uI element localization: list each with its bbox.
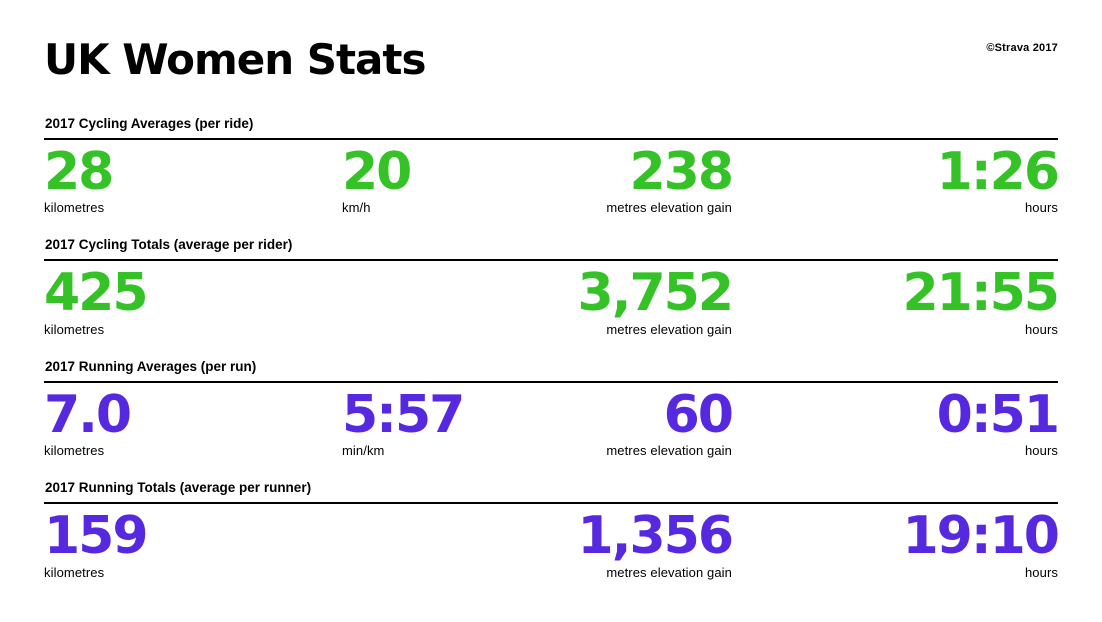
section-divider — [44, 138, 1058, 141]
stat-cell: 21:55 hours — [732, 263, 1060, 337]
stat-value: 21:55 — [902, 263, 1060, 324]
stat-label: metres elevation gain — [606, 443, 732, 459]
stat-cell: 60 metres elevation gain — [542, 384, 734, 459]
stat-value: 5:57 — [342, 384, 465, 445]
stat-value: 28 — [44, 142, 114, 203]
stat-label: kilometres — [44, 321, 105, 337]
stat-cell: 28 kilometres — [44, 142, 342, 216]
stat-value: 7.0 — [44, 384, 132, 445]
stat-value: 19:10 — [902, 506, 1060, 567]
stats-section: 2017 Cycling Totals (average per rider) … — [44, 237, 1060, 337]
stat-grid: 425 kilometres 3,752 metres elevation gain 2… — [44, 261, 1060, 337]
stat-cell: 238 metres elevation gain — [542, 142, 734, 216]
stats-sections: 2017 Cycling Averages (per ride) 28 kilom… — [44, 116, 1060, 580]
section-header: 2017 Cycling Totals (average per rider) — [45, 237, 293, 253]
stat-cell: 425 kilometres — [44, 263, 342, 337]
stat-label: hours — [1024, 443, 1058, 459]
stat-grid: 159 kilometres 1,356 metres elevation gain 1… — [44, 504, 1060, 580]
stat-cell: 3,752 metres elevation gain — [542, 263, 734, 337]
stat-label: hours — [1024, 321, 1058, 337]
stat-label: kilometres — [44, 564, 105, 580]
stat-value: 159 — [44, 506, 149, 567]
strava-credit: ©Strava 2017 — [986, 42, 1058, 54]
stat-label: metres elevation gain — [606, 564, 732, 580]
stats-section: 2017 Running Averages (per run) 7.0 kilom… — [44, 358, 1060, 459]
stat-grid: 28 kilometres 20 km/h 238 metres elevation ga… — [44, 140, 1060, 216]
section-header: 2017 Cycling Averages (per ride) — [45, 116, 254, 132]
stat-label: kilometres — [44, 200, 105, 216]
stat-label: km/h — [342, 200, 371, 216]
stat-cell — [342, 512, 542, 522]
stat-cell: 0:51 hours — [732, 384, 1060, 459]
stat-label: hours — [1024, 564, 1058, 580]
stat-value: 1:26 — [936, 142, 1060, 203]
stat-cell: 20 km/h — [342, 142, 542, 216]
stat-cell: 1,356 metres elevation gain — [542, 506, 734, 580]
stat-label: hours — [1024, 200, 1058, 216]
section-header: 2017 Running Totals (average per runner) — [45, 480, 312, 496]
section-divider — [44, 259, 1058, 262]
stat-cell: 7.0 kilometres — [44, 384, 342, 459]
stat-value: 0:51 — [936, 384, 1060, 445]
stat-value: 20 — [342, 142, 412, 203]
stat-label: min/km — [342, 443, 385, 459]
stat-cell — [342, 269, 542, 279]
stat-value: 3,752 — [577, 263, 734, 324]
section-divider — [44, 502, 1058, 505]
section-divider — [44, 380, 1058, 383]
stat-label: metres elevation gain — [606, 200, 732, 216]
stat-grid: 7.0 kilometres 5:57 min/km 60 metres elevatio… — [44, 383, 1060, 459]
stat-cell: 19:10 hours — [732, 506, 1060, 580]
stats-section: 2017 Cycling Averages (per ride) 28 kilom… — [44, 116, 1060, 216]
section-header: 2017 Running Averages (per run) — [45, 358, 257, 374]
stat-value: 425 — [44, 263, 149, 324]
stat-value: 238 — [629, 142, 734, 203]
header-row: UK Women Stats ©Strava 2017 — [44, 30, 1058, 82]
stat-value: 60 — [663, 384, 734, 445]
stats-section: 2017 Running Totals (average per runner)… — [44, 480, 1060, 580]
stat-label: kilometres — [44, 443, 105, 459]
stat-label: metres elevation gain — [606, 321, 732, 337]
stat-value: 1,356 — [577, 506, 734, 567]
stat-cell: 159 kilometres — [44, 506, 342, 580]
page-title: UK Women Stats — [44, 35, 426, 84]
stat-cell: 5:57 min/km — [342, 384, 542, 459]
stat-cell: 1:26 hours — [732, 142, 1060, 216]
